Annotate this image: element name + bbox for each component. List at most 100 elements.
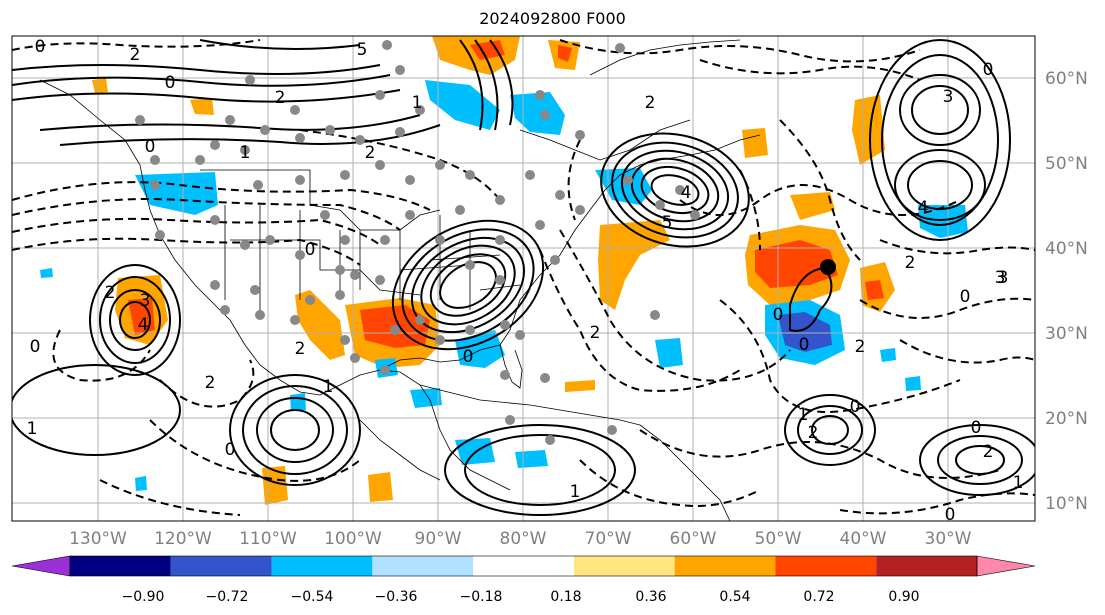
lat-label: 30°N bbox=[1045, 324, 1088, 344]
contour-label: 0 bbox=[305, 240, 316, 260]
contour-label: 5 bbox=[662, 213, 673, 233]
contour-label: 0 bbox=[35, 37, 46, 57]
lon-label: 60°W bbox=[670, 529, 717, 549]
contour-label: 1 bbox=[240, 143, 251, 163]
colorbar-tick-label: −0.18 bbox=[460, 589, 503, 605]
colorbar-tick-label: 0.54 bbox=[719, 589, 750, 605]
colorbar-tick-label: 0.72 bbox=[803, 589, 834, 605]
colorbar-box bbox=[170, 556, 272, 576]
contour-label: 1 bbox=[27, 419, 38, 439]
colorbar-box bbox=[775, 556, 877, 576]
field-patch bbox=[190, 98, 214, 115]
contour-label: 0 bbox=[773, 305, 784, 325]
field-patch bbox=[865, 280, 884, 300]
field-patch bbox=[918, 205, 968, 238]
contour-label: 2 bbox=[983, 442, 994, 462]
colorbar-extend-high bbox=[976, 555, 1036, 577]
lon-label: 130°W bbox=[69, 529, 127, 549]
contour-label: 0 bbox=[983, 60, 994, 80]
station-markers bbox=[135, 40, 700, 445]
contour-label: 2 bbox=[365, 143, 376, 163]
contour-label: 2 bbox=[105, 283, 116, 303]
field-patch bbox=[92, 78, 108, 93]
colorbar-tick-label: 0.36 bbox=[635, 589, 666, 605]
map-title: 2024092800 F000 bbox=[479, 9, 626, 28]
field-patch bbox=[755, 240, 838, 288]
colorbar-box bbox=[473, 556, 574, 576]
contour-label: 3 bbox=[140, 291, 151, 311]
colorbar-tick-label: 0.90 bbox=[888, 589, 919, 605]
contour-label-group: 0 2 5 0 1 0 2 3 4 0 1 2 4 5 2 0 3 2 3 4 … bbox=[27, 37, 1024, 525]
lon-label: 40°W bbox=[840, 529, 887, 549]
contour-label: 2 bbox=[295, 339, 306, 359]
lon-label: 50°W bbox=[755, 529, 802, 549]
dashed-contours bbox=[12, 39, 1035, 516]
lon-label: 90°W bbox=[415, 529, 462, 549]
colorbar-tick-label: −0.90 bbox=[122, 589, 165, 605]
colorbar-frame bbox=[69, 555, 978, 577]
contour-label: 4 bbox=[918, 198, 929, 218]
contour-label: 2 bbox=[275, 88, 286, 108]
colorbar-extend-low bbox=[11, 555, 71, 577]
field-patch bbox=[595, 168, 652, 205]
contour-label: 2 bbox=[905, 253, 916, 273]
lat-label: 20°N bbox=[1045, 409, 1088, 429]
colorbar-segments bbox=[11, 555, 1036, 577]
contour-label: 0 bbox=[850, 397, 861, 417]
contour-label: 0 bbox=[945, 505, 956, 525]
contour-label: 4 bbox=[138, 315, 149, 335]
field-patch bbox=[880, 348, 896, 362]
contour-label: 3 bbox=[998, 268, 1009, 288]
field-patch bbox=[598, 220, 670, 310]
colorbar-tick-label: 0.18 bbox=[550, 589, 581, 605]
contour-label: 3 bbox=[943, 87, 954, 107]
lat-label: 10°N bbox=[1045, 494, 1088, 514]
contour-label: 2 bbox=[130, 45, 141, 65]
coastlines bbox=[39, 39, 761, 521]
lat-label: 40°N bbox=[1045, 239, 1088, 259]
contour-label: 2 bbox=[590, 323, 601, 343]
colorbar-box bbox=[876, 556, 977, 576]
field-patch bbox=[295, 290, 345, 360]
contour-label: 1 bbox=[1013, 473, 1024, 493]
field-patch bbox=[742, 128, 768, 158]
colorbar-tick-labels: −0.90 −0.72 −0.54 −0.36 −0.18 0.18 0.36 … bbox=[122, 589, 920, 605]
map-content: 0 2 5 0 1 0 2 3 4 0 1 2 4 5 2 0 3 2 3 4 … bbox=[12, 36, 1035, 525]
field-patch bbox=[558, 45, 572, 62]
contour-label: 1 bbox=[323, 377, 334, 397]
contour-label: 0 bbox=[960, 287, 971, 307]
colorbar-box bbox=[573, 556, 675, 576]
colorbar-box bbox=[271, 556, 373, 576]
field-patch bbox=[368, 472, 393, 502]
contour-label: 2 bbox=[645, 93, 656, 113]
contour-label: 0 bbox=[30, 337, 41, 357]
lon-label: 100°W bbox=[324, 529, 382, 549]
contour-label: 1 bbox=[570, 482, 581, 502]
contour-label: 5 bbox=[357, 40, 368, 60]
field-patch bbox=[565, 380, 595, 392]
field-patch bbox=[905, 376, 921, 391]
contour-label: 3 bbox=[995, 268, 1006, 288]
field-patch bbox=[410, 388, 442, 408]
colorbar-box bbox=[372, 556, 474, 576]
center-marker bbox=[820, 259, 836, 275]
contour-label: 0 bbox=[225, 440, 236, 460]
map-frame bbox=[11, 35, 1036, 522]
lat-label: 60°N bbox=[1045, 69, 1088, 89]
field-patch bbox=[135, 476, 147, 491]
lon-label: 120°W bbox=[154, 529, 212, 549]
colorbar-tick-label: −0.36 bbox=[375, 589, 418, 605]
contour-label: 0 bbox=[799, 335, 810, 355]
contour-label: 0 bbox=[971, 418, 982, 438]
lon-label: 30°W bbox=[925, 529, 972, 549]
lon-label: 110°W bbox=[239, 529, 297, 549]
colorbar-tick-label: −0.72 bbox=[206, 589, 249, 605]
field-patch bbox=[790, 192, 835, 220]
contour-label: 0 bbox=[165, 73, 176, 93]
solid-contours bbox=[12, 39, 1035, 516]
latitude-labels: 60°N 50°N 40°N 30°N 20°N 10°N bbox=[1045, 69, 1088, 514]
longitude-labels: 130°W 120°W 110°W 100°W 90°W 80°W 70°W 6… bbox=[69, 529, 972, 549]
contour-label: 2 bbox=[855, 337, 866, 357]
